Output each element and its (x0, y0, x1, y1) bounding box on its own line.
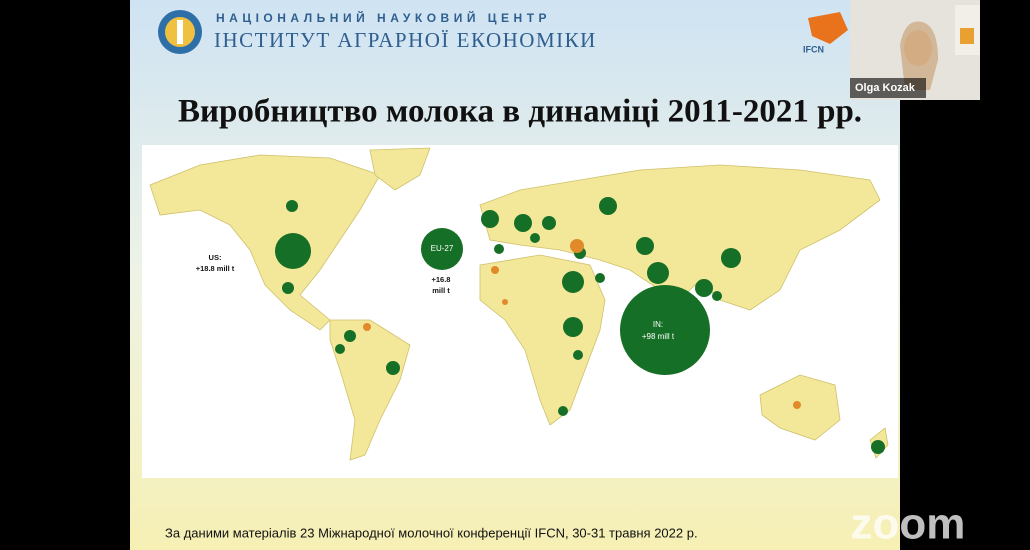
bubbles (275, 197, 885, 454)
map-label: mill t (432, 286, 450, 295)
slide-title: Виробництво молока в динаміці 2011-2021 … (178, 94, 862, 130)
zoom-watermark: zoom (851, 500, 966, 549)
header-title: ІНСТИТУТ АГРАРНОЇ ЕКОНОМІКИ (214, 28, 597, 52)
ifcn-text: IFCN (803, 44, 824, 54)
slide-footer: За даними матеріалів 23 Міжнародної моло… (165, 525, 698, 540)
bubbles-decline (363, 239, 801, 409)
map-label: US: (209, 253, 222, 262)
participant-video: Olga Kozak (850, 0, 980, 100)
header-subtitle: НАЦІОНАЛЬНИЙ НАУКОВИЙ ЦЕНТР (216, 10, 551, 25)
map-label: IN: (653, 320, 663, 329)
map-label: EU-27 (431, 244, 454, 253)
map-label: +98 mill t (642, 332, 675, 341)
map-label: +18.8 mill t (196, 264, 235, 273)
logo (158, 10, 202, 54)
participant-name: Olga Kozak (855, 82, 916, 94)
map-label: +16.8 (432, 275, 451, 284)
ifcn-logo: IFCN (803, 12, 848, 54)
